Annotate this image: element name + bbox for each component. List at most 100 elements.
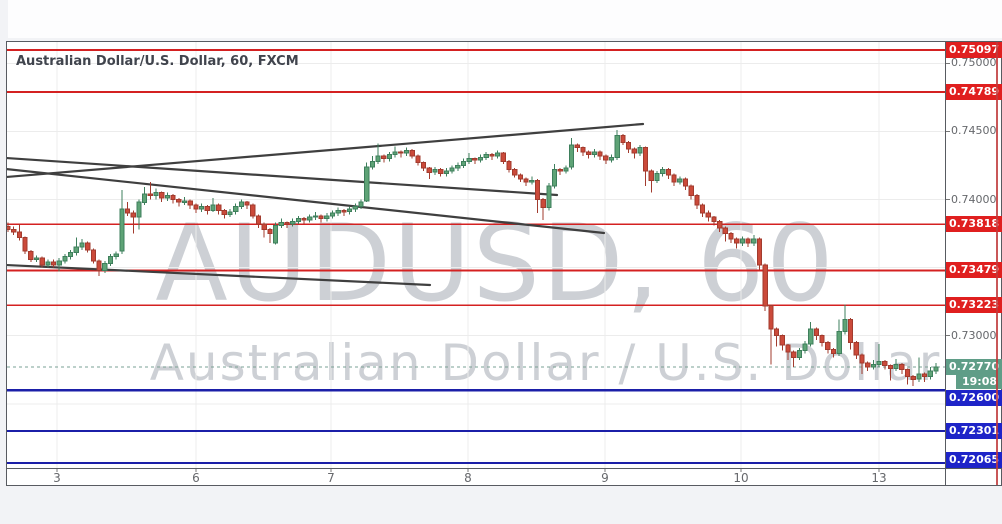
candle-body [552, 169, 558, 187]
horizontal-price-levels [7, 49, 945, 465]
candle-body [876, 361, 882, 365]
candle-body [904, 369, 911, 378]
candle-body [472, 158, 478, 161]
candle-body [779, 335, 785, 346]
candle-body [68, 252, 74, 258]
chart-pane-background [6, 41, 1002, 486]
time-axis-separator [6, 468, 1002, 469]
candle-body [597, 151, 603, 157]
candle-body [364, 166, 370, 202]
candle-body [665, 169, 671, 176]
candle-body [916, 373, 922, 380]
candle-body [870, 363, 876, 368]
candle-body [329, 212, 336, 217]
candle-body [819, 335, 825, 344]
candle-body [751, 238, 757, 244]
candle-body [318, 215, 324, 220]
candle-body [466, 158, 472, 162]
candle-body [859, 354, 865, 364]
candle-body [147, 193, 153, 197]
candle-body [774, 328, 780, 337]
candle-body [261, 223, 267, 230]
candle-body [517, 174, 523, 180]
candle-body [438, 169, 444, 175]
candle-body [865, 362, 871, 368]
candle-body [130, 212, 136, 218]
candle-body [278, 222, 284, 226]
candle-body [591, 151, 597, 156]
candle-body [739, 238, 745, 244]
candle-body [301, 218, 307, 221]
candle-body [842, 318, 848, 333]
candle-body [933, 366, 939, 372]
trendline[interactable] [6, 168, 606, 235]
candle-body [193, 204, 199, 210]
candle-body [221, 209, 227, 215]
candle-body [403, 150, 410, 154]
candle-body [734, 238, 740, 244]
candle-body [392, 151, 398, 156]
candle-body [626, 141, 632, 150]
candle-body [808, 328, 814, 345]
candle-body [96, 260, 102, 271]
candle-body [181, 200, 188, 203]
candle-body [717, 220, 723, 229]
candle-body [233, 205, 239, 213]
trendline[interactable] [6, 263, 432, 287]
candle-body [398, 151, 404, 154]
candle-body [347, 208, 353, 213]
candle-body [352, 205, 358, 210]
candle-body [381, 155, 387, 160]
candle-body [255, 215, 262, 225]
candle-body [119, 208, 125, 252]
price-scale-separator [945, 41, 946, 486]
candle-body [432, 169, 438, 173]
candle-body [722, 227, 728, 235]
candle-body [90, 249, 97, 262]
candle-body [910, 376, 916, 380]
candle-body [768, 305, 774, 330]
candle-body [443, 170, 449, 175]
candle-body [887, 365, 894, 369]
candle-body [648, 170, 654, 181]
candle-body [483, 154, 489, 158]
candle-body [210, 204, 216, 211]
candle-body [700, 204, 706, 214]
candle-body [534, 179, 541, 200]
candle-body [22, 237, 28, 252]
candle-body [449, 167, 455, 172]
trendline[interactable] [6, 156, 559, 197]
candle-body [580, 147, 586, 153]
candle-body [312, 215, 318, 218]
candle-body [85, 242, 91, 251]
candle-body [73, 246, 79, 254]
candle-body [745, 238, 751, 244]
candle-body [688, 185, 694, 196]
candle-body [307, 216, 313, 221]
candle-body [682, 178, 689, 187]
candle-body [637, 147, 643, 154]
candle-body [489, 154, 495, 157]
trendline[interactable] [6, 122, 645, 179]
candle-body [267, 229, 273, 235]
candle-body [848, 318, 854, 344]
candle-body [495, 152, 501, 157]
top-margin-strip [8, 0, 1002, 38]
right-edge-line [996, 42, 998, 485]
gridlines [7, 42, 945, 468]
candle-body [324, 215, 330, 220]
candle-body [45, 261, 51, 266]
candle-body [569, 144, 575, 168]
candlesticks [7, 130, 939, 387]
candle-body [654, 173, 660, 181]
candle-body [631, 148, 637, 154]
candle-body [7, 226, 11, 230]
candle-body [11, 229, 17, 233]
candle-body [506, 160, 512, 171]
candle-body [170, 194, 176, 200]
candle-body [574, 144, 580, 149]
candle-body [244, 201, 250, 206]
candle-body [677, 178, 683, 183]
candle-body [529, 179, 535, 183]
